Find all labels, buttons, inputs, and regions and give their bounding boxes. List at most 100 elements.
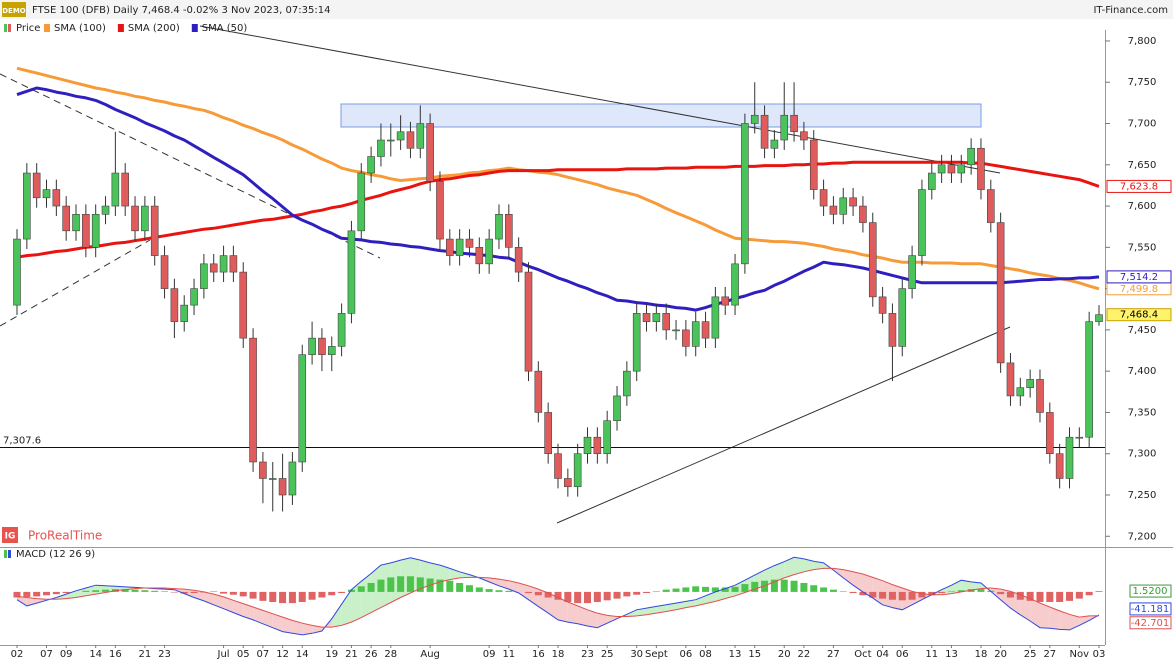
candle-body [819,189,828,207]
macd-fill [794,557,804,575]
macd-fill [685,599,696,608]
x-tick-label: 16 [532,649,545,660]
macd-histogram-bar [1036,591,1044,602]
macd-histogram-bar [741,584,749,592]
x-tick-label: Oct [854,649,871,660]
macd-histogram-bar [751,581,759,592]
macd-histogram-bar [1095,591,1103,592]
candle-body [908,255,916,289]
candle-body [386,139,395,142]
x-tick-label: 04 [876,649,889,660]
macd-histogram-bar [613,591,621,599]
macd-histogram-bar [298,591,306,602]
candle-body [1016,387,1025,397]
candle-body [1065,436,1074,479]
candle-body [416,123,425,149]
value-label-box [1106,270,1172,284]
candle-body [1026,379,1034,388]
macd-fill [784,557,795,578]
macd-histogram-bar [308,591,316,600]
candle-body [682,329,690,347]
legend: Price SMA (100) SMA (200) SMA (50) MACD (12 … [4,23,247,560]
value-label-box [1106,179,1172,193]
macd-fill [803,558,814,572]
macd-histogram-bar [1085,591,1093,596]
macd-histogram-bar [220,591,228,594]
y-tick-label: 7,250 [1128,490,1157,501]
macd-fill [253,607,263,624]
candle-body [200,263,208,289]
legend-icon [4,24,7,32]
macd-histogram-bar [603,591,611,601]
macd-fill [66,590,77,599]
macd-histogram-bar [406,576,414,592]
macd-histogram-bar [121,589,129,592]
candle-body [603,420,611,455]
candle-body [721,296,730,306]
x-tick-label: 06 [896,649,909,660]
macd-histogram-bar [534,591,542,596]
x-tick-label: 22 [798,649,811,660]
macd-histogram-bar [643,591,651,594]
candle-body [652,313,661,322]
x-tick-label: 03 [1093,649,1106,660]
macd-histogram-bar [279,591,287,604]
candle-body [918,189,926,256]
macd-fill [459,571,470,578]
candle-body [731,263,739,306]
candle-body [298,354,307,463]
macd-histogram-bar [13,591,21,598]
macd-fill [1049,607,1060,630]
macd-fill [971,581,981,591]
x-tick-label: 06 [680,649,693,660]
y-tick-label: 7,800 [1128,36,1157,47]
candle-body [957,164,966,174]
macd-fill [656,604,667,614]
value-label: 7,499.8 [1120,284,1158,295]
candle-body [1055,453,1064,479]
macd-histogram-bar [800,582,808,592]
macd-histogram-bar [505,590,513,592]
candle-body [780,114,789,141]
macd-fill [439,565,450,582]
badge: DEMO [2,7,26,15]
macd-fill [489,577,499,586]
macd-histogram-bar [938,591,946,594]
macd-histogram-bar [564,591,572,602]
macd-histogram-bar [269,591,277,602]
candle-body [426,123,434,182]
macd-fill [1079,615,1090,626]
x-tick-label: 21 [345,649,358,660]
x-tick-label: 18 [975,649,988,660]
candle-body [770,139,779,149]
candle-body [1075,436,1084,439]
macd-histogram-bar [92,590,100,592]
legend-swatch [8,550,11,558]
macd-histogram-bar [829,589,837,592]
value-label: -42.701 [1131,618,1170,629]
macd-histogram-bar [652,591,660,592]
x-tick-label: 05 [237,649,250,660]
macd-title: MACD (12 26 9) [16,549,95,560]
macd-histogram-bar [357,586,365,592]
candle-body [101,205,110,215]
macd-fill [331,604,342,628]
legend-swatch [191,24,198,32]
candle-body [800,131,808,141]
x-tick-label: 18 [552,649,565,660]
x-tick-label: 19 [325,649,338,660]
macd-fill [587,609,598,628]
macd-histogram-bar [180,591,188,594]
x-tick-label: Aug [420,649,440,660]
candle-body [662,313,671,331]
badge-box [2,2,26,17]
trend-line-dashed [0,239,151,327]
x-tick-label: 27 [1043,649,1056,660]
macd-histogram-bar [456,582,464,592]
macd-fill [646,606,657,615]
macd-histogram-bar [465,585,473,592]
macd-fill [272,613,283,632]
candle-body [809,139,818,190]
candle-body [849,197,857,207]
